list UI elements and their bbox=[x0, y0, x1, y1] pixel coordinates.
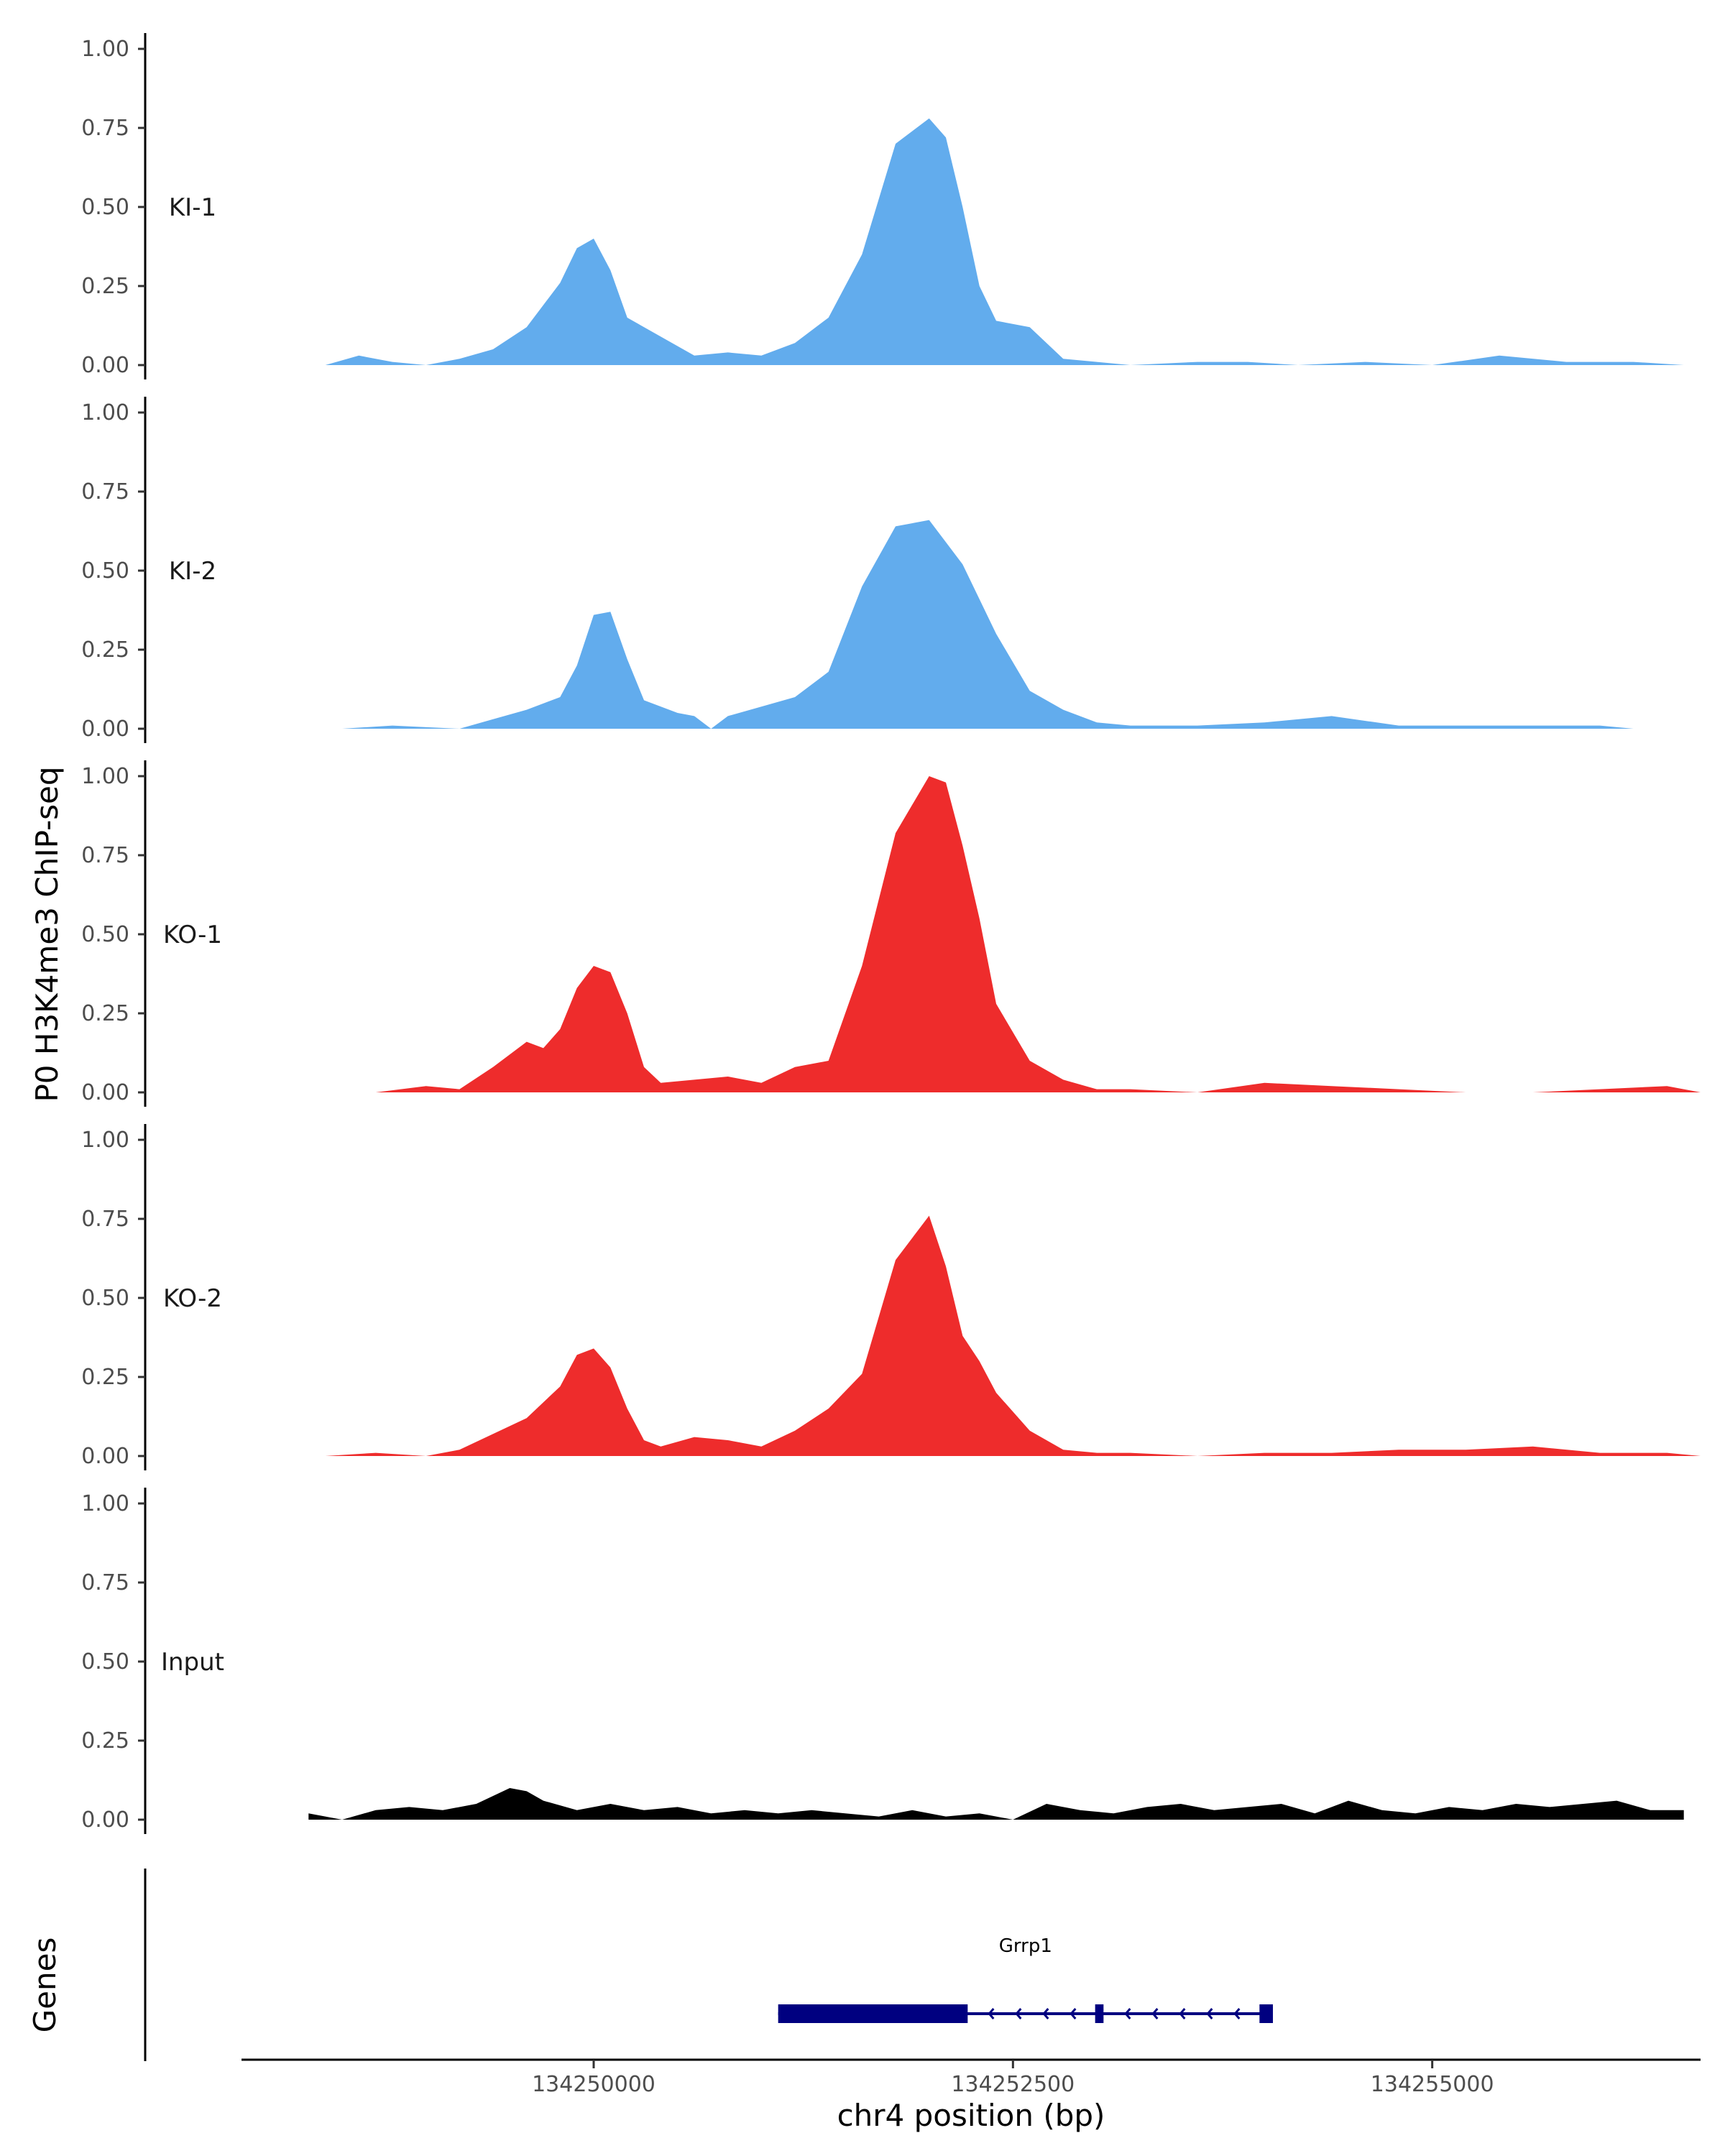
x-tick-label: 134250000 bbox=[532, 2072, 656, 2097]
track-label: KI-2 bbox=[169, 557, 216, 586]
y-tick-label: 0.75 bbox=[81, 1207, 129, 1232]
track-label: KO-2 bbox=[163, 1284, 222, 1313]
genes-panel-label: Genes bbox=[27, 1938, 63, 2033]
tracks-layer: 0.00 0.25 0.50 0.75 1.00 KI-1 0.00 0.25 0.50 0.75… bbox=[81, 33, 1701, 1834]
track-panel-ki-2: 0.00 0.25 0.50 0.75 1.00 KI-2 bbox=[81, 397, 1634, 743]
y-tick-label: 0.50 bbox=[81, 195, 129, 220]
x-tick-label: 134255000 bbox=[1371, 2072, 1494, 2097]
y-tick-label: 0.75 bbox=[81, 479, 129, 505]
y-tick-label: 0.75 bbox=[81, 116, 129, 141]
y-tick-label: 0.00 bbox=[81, 1080, 129, 1105]
y-tick-label: 0.50 bbox=[81, 558, 129, 584]
y-tick-label: 0.75 bbox=[81, 843, 129, 868]
gene-exon-block bbox=[778, 2004, 968, 2023]
y-tick-label: 0.25 bbox=[81, 1001, 129, 1026]
strand-arrow bbox=[988, 2008, 995, 2019]
y-tick-label: 0.25 bbox=[81, 1365, 129, 1390]
y-tick-label: 0.50 bbox=[81, 1286, 129, 1311]
track-panel-ki-1: 0.00 0.25 0.50 0.75 1.00 KI-1 bbox=[81, 33, 1684, 379]
coverage-area-ki-2 bbox=[342, 520, 1634, 729]
y-tick-label: 0.00 bbox=[81, 1444, 129, 1469]
strand-arrow bbox=[1151, 2008, 1159, 2019]
gene-track: Genes Grrp1 bbox=[27, 1869, 1273, 2061]
y-tick-label: 0.00 bbox=[81, 353, 129, 378]
strand-arrow bbox=[1070, 2008, 1077, 2019]
coverage-area-ko-1 bbox=[375, 776, 1701, 1092]
x-axis-title: chr4 position (bp) bbox=[837, 2098, 1105, 2133]
y-tick-label: 1.00 bbox=[81, 37, 129, 62]
coverage-area-input bbox=[308, 1788, 1684, 1820]
strand-arrow bbox=[1179, 2008, 1186, 2019]
track-label: Input bbox=[161, 1648, 224, 1677]
track-panel-ko-1: 0.00 0.25 0.50 0.75 1.00 KO-1 bbox=[81, 760, 1701, 1107]
y-tick-label: 0.00 bbox=[81, 1807, 129, 1833]
gene-exon-block bbox=[1259, 2004, 1273, 2023]
y-tick-label: 0.50 bbox=[81, 1649, 129, 1674]
x-tick-label: 134252500 bbox=[951, 2072, 1075, 2097]
y-tick-label: 0.75 bbox=[81, 1570, 129, 1595]
y-tick-label: 1.00 bbox=[81, 400, 129, 425]
track-panel-ko-2: 0.00 0.25 0.50 0.75 1.00 KO-2 bbox=[81, 1124, 1701, 1470]
y-tick-label: 0.00 bbox=[81, 717, 129, 742]
track-panel-input: 0.00 0.25 0.50 0.75 1.00 Input bbox=[81, 1488, 1684, 1834]
strand-arrow bbox=[1015, 2008, 1022, 2019]
y-tick-label: 0.25 bbox=[81, 1728, 129, 1754]
strand-arrow bbox=[1233, 2008, 1241, 2019]
strand-arrow bbox=[1124, 2008, 1131, 2019]
strand-arrow bbox=[1097, 2008, 1104, 2019]
y-tick-label: 0.25 bbox=[81, 274, 129, 299]
track-label: KI-1 bbox=[169, 193, 216, 222]
strand-arrow bbox=[1206, 2008, 1213, 2019]
strand-arrow bbox=[1042, 2008, 1049, 2019]
coverage-area-ki-1 bbox=[325, 118, 1684, 366]
gene-name-label: Grrp1 bbox=[999, 1935, 1052, 1957]
coverage-area-ko-2 bbox=[325, 1215, 1701, 1456]
y-axis-title: P0 H3K4me3 ChIP-seq bbox=[29, 766, 65, 1102]
y-tick-label: 1.00 bbox=[81, 1491, 129, 1516]
x-axis: chr4 position (bp) 134250000 134252500 134… bbox=[242, 2058, 1701, 2133]
y-tick-label: 1.00 bbox=[81, 764, 129, 789]
y-tick-label: 0.25 bbox=[81, 637, 129, 663]
y-tick-label: 1.00 bbox=[81, 1128, 129, 1153]
track-label: KO-1 bbox=[163, 921, 222, 949]
y-tick-label: 0.50 bbox=[81, 922, 129, 947]
